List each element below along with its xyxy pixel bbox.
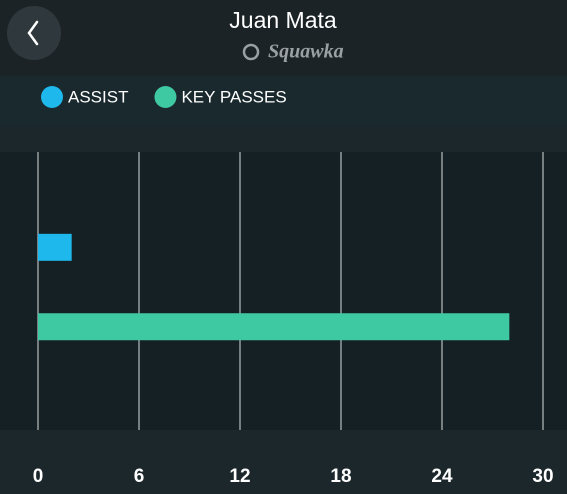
x-tick-label: 12 xyxy=(229,466,250,487)
legend-label: ASSIST xyxy=(68,87,128,106)
legend-swatch xyxy=(154,86,177,108)
legend-bar xyxy=(0,76,567,126)
legend-label: KEY PASSES xyxy=(181,87,286,106)
chart-title: Juan Mata xyxy=(229,7,337,33)
back-button[interactable] xyxy=(7,6,61,60)
x-tick-label: 24 xyxy=(431,466,453,487)
legend-swatch xyxy=(41,86,63,108)
x-tick-label: 0 xyxy=(33,466,44,487)
x-tick-label: 30 xyxy=(532,466,553,487)
header xyxy=(0,0,567,76)
bar xyxy=(38,233,72,261)
bar xyxy=(38,313,510,341)
plot-area xyxy=(0,152,567,430)
x-tick-label: 18 xyxy=(330,466,351,487)
x-tick-label: 6 xyxy=(134,466,145,487)
chart-subtitle: Squawka xyxy=(268,41,344,63)
logo-icon xyxy=(242,43,260,61)
back-chevron[interactable] xyxy=(27,20,39,46)
back-button-circle[interactable] xyxy=(7,6,61,60)
